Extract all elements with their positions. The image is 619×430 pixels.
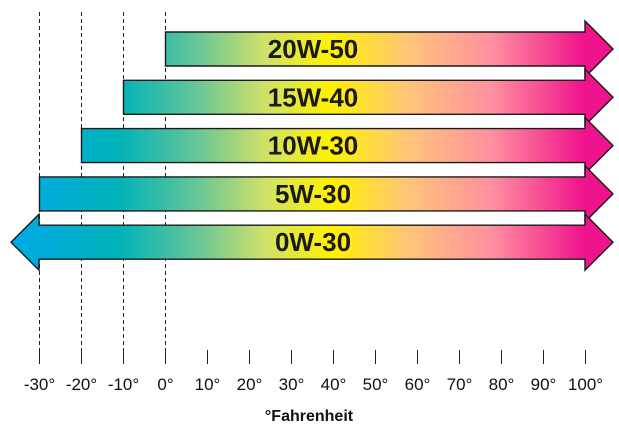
tick-label: 100° (568, 375, 603, 394)
oil-grade-label: 20W-50 (268, 34, 359, 64)
viscosity-range-arrows: 20W-50 15W-40 10W-30 5W-30 0W-30 (10, 19, 614, 272)
range-arrow (10, 212, 614, 272)
range-arrow (38, 164, 614, 224)
range-arrow (164, 19, 614, 79)
tick-label: -30° (24, 375, 55, 394)
tick-label: -20° (66, 375, 97, 394)
oil-grade-label: 0W-30 (275, 227, 351, 257)
oil-grade-label: 5W-30 (275, 179, 351, 209)
tick-label: 80° (489, 375, 515, 394)
tick-label: 70° (447, 375, 473, 394)
tick-label: 50° (363, 375, 389, 394)
x-axis-title: °Fahrenheit (265, 408, 354, 425)
tick-label: 40° (321, 375, 347, 394)
tick-label: 90° (531, 375, 557, 394)
oil-grade-label: 15W-40 (268, 82, 359, 112)
range-arrow (122, 67, 614, 127)
tick-label: 30° (279, 375, 305, 394)
tick-label: 20° (237, 375, 263, 394)
temperature-axis: -30° -20° -10° 0° 10° 20° 30° 40° 50° 60° 70° 80° 90… (24, 350, 603, 394)
tick-label: 0° (157, 375, 173, 394)
tick-label: -10° (108, 375, 139, 394)
tick-label: 10° (195, 375, 221, 394)
range-arrow (80, 115, 614, 176)
oil-grade-label: 10W-30 (268, 131, 359, 161)
tick-label: 60° (405, 375, 431, 394)
